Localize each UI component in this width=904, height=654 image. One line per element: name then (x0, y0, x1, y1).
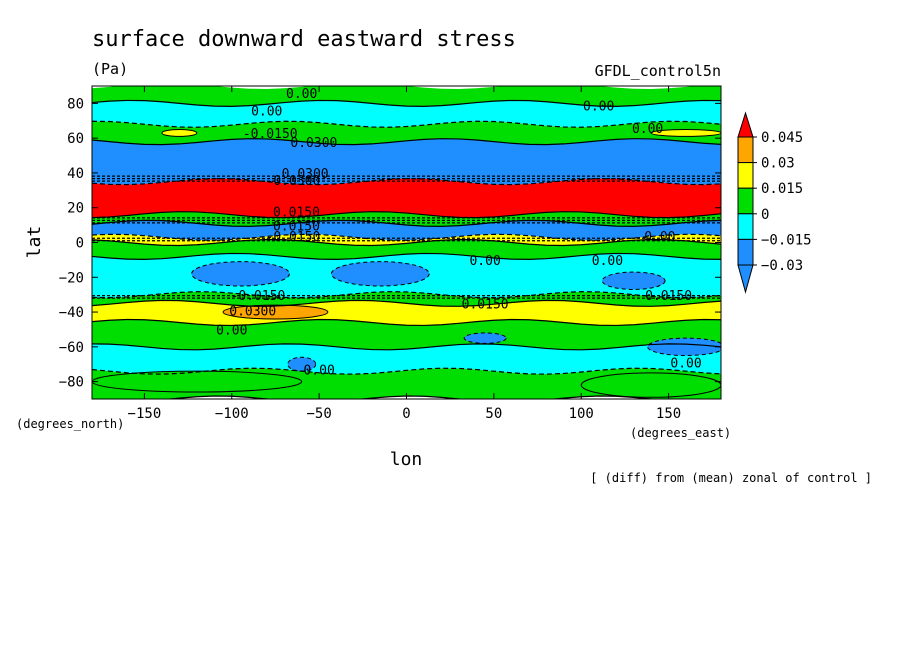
contour-patch (463, 332, 507, 344)
contour-patch (92, 370, 303, 393)
contour-label: 0.00 (583, 99, 614, 114)
lat-band (92, 234, 721, 246)
lat-band (92, 86, 721, 107)
y-tick-label: 80 (67, 96, 84, 112)
y-axis-label: lat (24, 226, 45, 259)
contour-patch (330, 261, 430, 287)
contour-line (92, 219, 721, 227)
colorbar-swatch (737, 136, 754, 164)
lat-band (92, 239, 721, 260)
y-tick-label: 0 (76, 236, 84, 252)
contour-label: -0.0150 (231, 289, 286, 304)
y-tick-label: 40 (67, 166, 84, 182)
lat-band (92, 100, 721, 128)
contour-patches (92, 128, 721, 398)
chart-title: surface downward eastward stress (92, 27, 516, 52)
contour-label: -0.0150 (266, 230, 321, 245)
colorbar-label: 0 (761, 207, 769, 223)
contour-line (92, 343, 721, 351)
y-tick-label: −80 (59, 375, 84, 391)
colorbar-extend-min (737, 264, 754, 294)
x-tick-label: −100 (215, 406, 249, 422)
y-tick-label: −20 (59, 270, 84, 286)
colorbar-label: −0.03 (761, 258, 803, 274)
contour-line (92, 138, 721, 146)
units-label: (Pa) (92, 60, 128, 78)
y-tick-label: −60 (59, 340, 84, 356)
contour-label: 0.0300 (282, 167, 329, 182)
x-tick-label: 0 (402, 406, 410, 422)
lat-band (92, 138, 721, 185)
contour-patch (222, 304, 329, 320)
contour-line (92, 318, 721, 327)
contour-label: 0.00 (251, 105, 282, 120)
lat-band (92, 343, 721, 375)
contour-label: 0.00 (632, 122, 663, 137)
contour-patch (601, 271, 666, 290)
x-axis-label: lon (390, 449, 423, 470)
contour-label: 0.00 (670, 357, 701, 372)
contour-line (92, 299, 721, 307)
contour-label: 0.0150 (273, 205, 320, 220)
colorbar-swatch (737, 238, 754, 266)
colorbar-label: 0.03 (761, 156, 795, 172)
y-tick-label: 20 (67, 201, 84, 217)
contour-line (92, 291, 721, 299)
contour-label: 0.00 (216, 324, 247, 339)
y-units-label: (degrees_north) (16, 417, 124, 431)
contour-patch (161, 128, 198, 137)
contour-label: 0.0150 (462, 298, 509, 313)
contour-label: 0.0300 (229, 305, 276, 320)
plot-area: 0.000.00 0.000.000.0300-0.01500.0300-0.03… (92, 86, 721, 399)
x-units-label: (degrees_east) (630, 426, 731, 440)
contour-line (92, 178, 721, 186)
contour-label: -0.0150 (243, 127, 298, 142)
contour-line (92, 252, 721, 260)
contour-line (92, 238, 721, 247)
contour-label: 0.00 (286, 87, 317, 102)
contour-label: 0.0150 (273, 219, 320, 234)
contour-label: -0.0300 (266, 174, 321, 189)
x-tick-label: 150 (656, 406, 681, 422)
x-tick-label: −50 (306, 406, 331, 422)
colorbar: 0.045 0.03 0.015 0 −0.015 −0.03 (737, 111, 812, 294)
lat-band (92, 178, 721, 218)
contour-label: 0.0150 (645, 289, 692, 304)
colorbar-extend-max (737, 111, 754, 138)
x-tick-label: 100 (569, 406, 594, 422)
contour-patch (647, 337, 721, 357)
colorbar-swatch (737, 187, 754, 215)
colorbar-label: 0.015 (761, 181, 803, 197)
contour-label: 0.0300 (290, 136, 337, 151)
colorbar-swatch (737, 162, 754, 189)
y-axis-ticks: 80 60 40 20 0 −20 −40 −60 −80 (59, 96, 721, 391)
x-tick-label: 50 (485, 406, 502, 422)
y-tick-label: −40 (59, 305, 84, 321)
contour-line (92, 211, 721, 219)
colorbar-swatch (737, 213, 754, 240)
lat-band (92, 220, 721, 241)
contour-label: 0.00 (469, 254, 500, 269)
contour-label: 0.00 (644, 230, 675, 245)
x-tick-label: −150 (128, 406, 162, 422)
dataset-label: GFDL_control5n (595, 62, 721, 80)
contour-labels: 0.000.00 0.000.000.0300-0.01500.0300-0.03… (216, 87, 702, 378)
contour-line (92, 99, 721, 107)
contour-line (92, 120, 721, 128)
contour-label: 0.00 (592, 254, 623, 269)
y-tick-label: 60 (67, 131, 84, 147)
contour-line (92, 367, 721, 375)
contour-patch (580, 372, 721, 398)
x-axis-ticks: −150 −100 −50 0 50 100 150 (128, 86, 681, 422)
colorbar-label: −0.015 (761, 232, 812, 248)
footnote: [ (diff) from (mean) zonal of control ] (590, 471, 872, 485)
colorbar-label: 0.045 (761, 130, 803, 146)
contour-line (92, 233, 721, 241)
lat-band (92, 319, 721, 350)
contour-lines (92, 99, 721, 399)
contour-label: 0.00 (303, 364, 334, 379)
contour-patch (191, 261, 290, 287)
